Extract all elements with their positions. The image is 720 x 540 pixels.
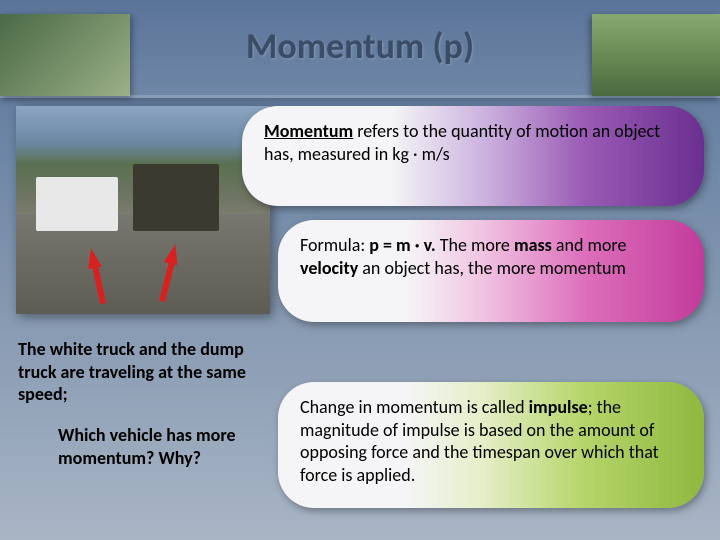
impulse-bubble: Change in momentum is called impulse; th…	[278, 382, 704, 508]
caption-scenario: The white truck and the dump truck are t…	[18, 338, 276, 406]
header-image-left	[0, 14, 130, 96]
formula-rest: an object has, the more momentum	[358, 257, 626, 279]
dump-truck-shape	[133, 164, 219, 231]
formula-prefix: Formula:	[300, 234, 369, 256]
white-truck-shape	[36, 177, 117, 231]
term-momentum: Momentum	[264, 120, 353, 142]
slide-body: Momentum refers to the quantity of motio…	[0, 98, 720, 114]
header-image-right	[592, 14, 720, 96]
impulse-word: impulse	[529, 396, 588, 418]
caption-question: Which vehicle has more momentum? Why?	[58, 424, 268, 469]
trucks-image	[16, 106, 270, 314]
impulse-pre: Change in momentum is called	[300, 396, 529, 418]
velocity-word: velocity	[300, 257, 358, 279]
formula-mid1: The more	[436, 234, 514, 256]
slide-header: Momentum (p)	[0, 0, 720, 98]
formula-mid2: and more	[552, 234, 627, 256]
mass-word: mass	[514, 234, 552, 256]
formula-bubble: Formula: p = m · v. The more mass and mo…	[278, 220, 704, 322]
definition-bubble: Momentum refers to the quantity of motio…	[242, 106, 704, 206]
formula-text: p = m · v.	[369, 234, 435, 256]
